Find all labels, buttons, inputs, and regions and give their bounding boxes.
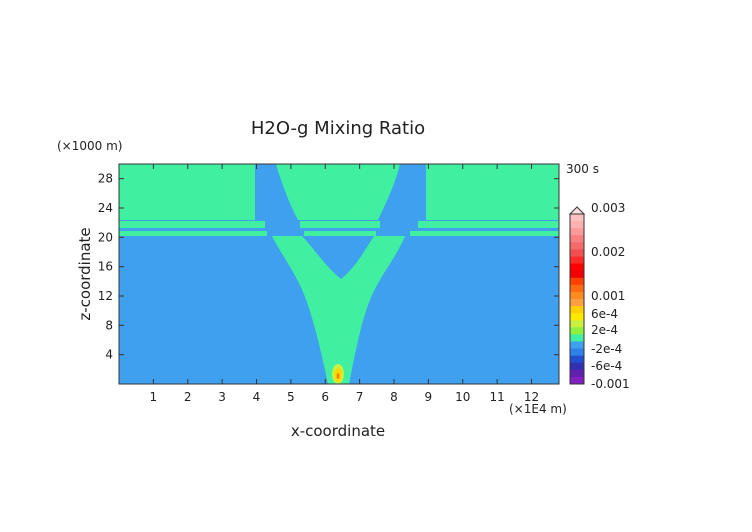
y-axis-label: z-coordinate <box>76 227 94 320</box>
y-tick-label: 20 <box>98 230 113 244</box>
x-axis-label: x-coordinate <box>291 422 385 440</box>
colorbar-segment <box>570 327 584 335</box>
x-tick-label: 10 <box>455 390 470 404</box>
colorbar-segment <box>570 284 584 293</box>
colorbar-segment <box>570 369 584 378</box>
colorbar-tick-label: 0.001 <box>591 289 625 303</box>
colorbar-segment <box>570 277 584 286</box>
colorbar-frame <box>569 213 585 385</box>
band-lower-mid <box>304 231 376 236</box>
plume <box>272 236 405 384</box>
y-tick-label: 28 <box>98 172 113 186</box>
y-axis: 4 8 12 16 20 24 28 <box>98 172 559 362</box>
x-unit-label: (×1E4 m) <box>509 402 567 416</box>
colorbar-segment <box>570 355 584 364</box>
colorbar-arrow <box>568 206 586 215</box>
colorbar-segment <box>570 221 584 229</box>
colorbar-segment <box>570 362 584 371</box>
band-lower-right <box>410 231 559 236</box>
colorbar-segment <box>570 242 584 250</box>
x-tick-label: 2 <box>184 390 192 404</box>
x-tick-label: 7 <box>356 390 364 404</box>
colorbar-segment <box>570 291 584 300</box>
colorbar: 0.003 0.002 0.001 6e-4 2e-4 -2e-4 -6e-4 -0.001 <box>568 201 630 391</box>
band-upper-mid <box>300 221 380 228</box>
colorbar-segment <box>570 263 584 272</box>
time-label: 300 s <box>566 162 599 176</box>
colorbar-segment <box>570 341 584 350</box>
peak-center <box>336 373 340 379</box>
y-unit-label: (×1000 m) <box>57 139 122 153</box>
colorbar-segment <box>570 249 584 257</box>
colorbar-segment <box>570 235 584 243</box>
x-tick-label: 6 <box>321 390 329 404</box>
band-upper-right <box>418 221 559 228</box>
x-tick-label: 8 <box>390 390 398 404</box>
y-tick-label: 24 <box>98 201 113 215</box>
plot-area <box>119 164 559 384</box>
x-tick-label: 5 <box>287 390 295 404</box>
colorbar-segment <box>570 256 584 265</box>
colorbar-segment <box>570 306 584 314</box>
x-tick-label: 1 <box>150 390 158 404</box>
colorbar-segment <box>570 214 584 222</box>
colorbar-tick-label: 6e-4 <box>591 307 618 321</box>
x-tick-label: 3 <box>218 390 226 404</box>
colorbar-segment <box>570 299 584 307</box>
colorbar-segment <box>570 348 584 357</box>
colorbar-tick-label: -0.001 <box>591 377 630 391</box>
colorbar-tick-label: 0.003 <box>591 201 625 215</box>
plot-frame <box>118 163 560 385</box>
upper-layer-center <box>276 164 400 220</box>
plume-notch <box>302 236 374 279</box>
upper-layer-left <box>119 164 255 220</box>
x-tick-label: 12 <box>524 390 539 404</box>
y-tick-label: 4 <box>105 348 113 362</box>
band-upper <box>119 221 265 228</box>
upper-layer-right <box>426 164 559 220</box>
x-tick-label: 4 <box>253 390 261 404</box>
colorbar-segment <box>570 313 584 321</box>
colorbar-segment <box>570 334 584 342</box>
y-tick-label: 8 <box>105 318 113 332</box>
colorbar-tick-label: 0.002 <box>591 245 625 259</box>
colorbar-segment <box>570 320 584 328</box>
colorbar-tick-label: -2e-4 <box>591 342 622 356</box>
colorbar-tick-label: 2e-4 <box>591 323 618 337</box>
colorbar-tick-label: -6e-4 <box>591 359 622 373</box>
colorbar-segment <box>570 228 584 236</box>
colorbar-segment <box>570 376 584 385</box>
x-tick-label: 11 <box>489 390 504 404</box>
y-tick-label: 16 <box>98 260 113 274</box>
band-lower <box>119 231 267 236</box>
x-tick-label: 9 <box>425 390 433 404</box>
colorbar-segment <box>570 270 584 279</box>
x-axis: 1 2 3 4 5 6 7 8 9 10 11 12 <box>150 164 539 404</box>
y-tick-label: 12 <box>98 289 113 303</box>
chart-title: H2O-g Mixing Ratio <box>251 118 425 139</box>
